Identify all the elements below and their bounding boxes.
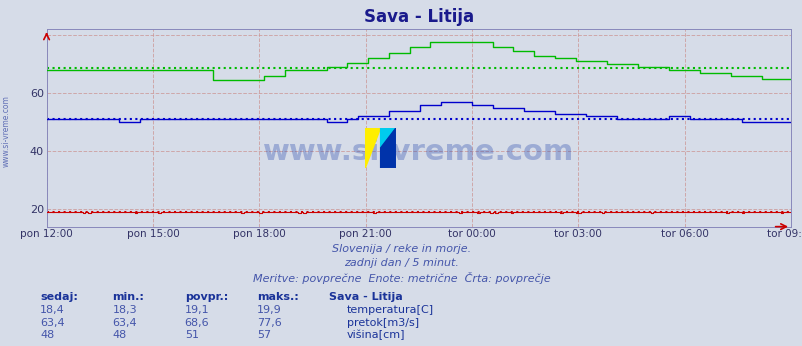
Text: 19,9: 19,9 [257, 305, 282, 315]
Text: sedaj:: sedaj: [40, 292, 78, 302]
Text: www.si-vreme.com: www.si-vreme.com [2, 95, 11, 167]
Text: 77,6: 77,6 [257, 318, 282, 328]
Text: višina[cm]: višina[cm] [346, 330, 405, 340]
Text: 51: 51 [184, 330, 198, 340]
Text: 48: 48 [112, 330, 127, 340]
Text: Meritve: povprečne  Enote: metrične  Črta: povprečje: Meritve: povprečne Enote: metrične Črta:… [253, 272, 549, 284]
Polygon shape [365, 128, 380, 168]
Text: Slovenija / reke in morje.: Slovenija / reke in morje. [331, 244, 471, 254]
Text: 63,4: 63,4 [40, 318, 65, 328]
Title: Sava - Litija: Sava - Litija [363, 8, 473, 26]
Polygon shape [380, 128, 395, 168]
Text: Sava - Litija: Sava - Litija [329, 292, 403, 302]
Text: zadnji dan / 5 minut.: zadnji dan / 5 minut. [343, 258, 459, 268]
Text: 63,4: 63,4 [112, 318, 137, 328]
Text: povpr.:: povpr.: [184, 292, 228, 302]
Text: www.si-vreme.com: www.si-vreme.com [263, 138, 573, 166]
Text: maks.:: maks.: [257, 292, 298, 302]
Text: temperatura[C]: temperatura[C] [346, 305, 433, 315]
Polygon shape [380, 128, 395, 148]
Text: 18,4: 18,4 [40, 305, 65, 315]
Text: min.:: min.: [112, 292, 144, 302]
Text: 19,1: 19,1 [184, 305, 209, 315]
Text: 57: 57 [257, 330, 271, 340]
Text: 18,3: 18,3 [112, 305, 137, 315]
Text: pretok[m3/s]: pretok[m3/s] [346, 318, 419, 328]
Text: 68,6: 68,6 [184, 318, 209, 328]
Text: 48: 48 [40, 330, 55, 340]
